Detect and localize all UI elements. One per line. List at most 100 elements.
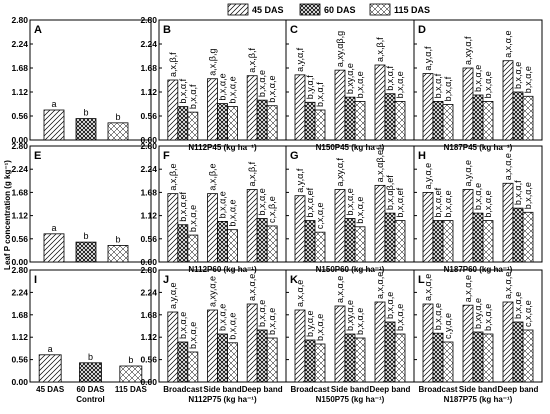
bar-letter: a,x,β,e <box>168 163 178 190</box>
bar <box>107 122 129 141</box>
bar <box>177 106 189 141</box>
bar-letter: a <box>51 99 56 109</box>
y-tick-label: 0.00 <box>11 257 28 267</box>
bar <box>207 193 218 263</box>
bar-letter: b,x,α,e <box>355 197 365 224</box>
bar <box>43 233 65 263</box>
bar-letter: b,x,α,e <box>473 65 483 92</box>
bar <box>384 93 396 141</box>
bar <box>512 91 524 141</box>
bar <box>374 64 386 141</box>
panel-label: J <box>163 274 169 286</box>
bar <box>304 101 316 141</box>
bar-letter: b,x,α,f <box>513 180 523 205</box>
bar <box>256 329 268 383</box>
bar-letter: b,x,α,e <box>345 188 355 215</box>
bar <box>43 109 65 141</box>
bar-letter: b,x,α,e <box>228 76 238 103</box>
bar-letter: b,x,α,e <box>218 304 228 331</box>
y-tick-label: 1.12 <box>140 332 157 342</box>
bar-letter: a,x,β,g <box>208 49 218 76</box>
y-tick-label: 2.24 <box>11 287 28 297</box>
bar-letter: a,y,α,f <box>295 168 305 193</box>
bar <box>217 103 228 141</box>
bar <box>79 362 102 383</box>
y-tick-label: 0.56 <box>140 355 157 365</box>
bar <box>334 69 346 141</box>
y-tick-label: 1.12 <box>11 211 28 221</box>
bar-letter: b,x,α,f <box>443 76 453 101</box>
bar-letter: a,x,α,e <box>463 275 473 302</box>
panel-label: E <box>34 150 41 162</box>
bar <box>482 220 494 263</box>
bar <box>384 212 396 263</box>
bar-letter: a,xy,αβ,g <box>335 31 345 67</box>
legend: 45 DAS 60 DAS 115 DAS <box>227 3 430 16</box>
bar <box>472 94 484 141</box>
bar-letter: b,x,α,f <box>188 84 198 109</box>
bar <box>314 231 326 263</box>
bar <box>227 229 238 263</box>
bar-letter: b,x,α,e <box>218 191 228 218</box>
legend-label-45das: 45 DAS <box>252 5 284 15</box>
bar-letter: a,x,β,f <box>247 48 257 73</box>
bar-letter: a,x,αβ,ef <box>375 147 385 182</box>
bar <box>294 195 306 263</box>
bar-letter: b <box>88 352 93 362</box>
bar-letter: a,x,α,e <box>503 30 513 57</box>
bar-letter: a,x,α,e <box>295 280 305 307</box>
bar <box>107 245 129 263</box>
bar <box>374 301 386 383</box>
bar-letter: b,x,α,f <box>178 78 188 103</box>
bar-letter: a,y,α,f <box>423 46 433 71</box>
bar-letter: b,x,α,e <box>257 70 267 97</box>
category-label: Broadcast <box>418 385 457 394</box>
bar <box>256 99 268 141</box>
bar <box>207 78 218 141</box>
y-axis-title: Leaf P concentration (g kg⁻¹) <box>3 160 12 270</box>
bar-letter: a,x,α,e <box>503 153 513 180</box>
category-label: Deep band <box>498 385 539 394</box>
y-tick-label: 1.68 <box>140 63 157 73</box>
y-tick-label: 0.00 <box>140 257 157 267</box>
bar <box>246 189 258 263</box>
y-tick-label: 1.68 <box>11 63 28 73</box>
category-label: 45 DAS <box>36 385 65 394</box>
y-tick-label: 2.24 <box>140 39 157 49</box>
bar-letter: a,x,α,e <box>375 272 385 299</box>
bar <box>266 105 278 141</box>
y-tick-label: 1.12 <box>11 332 28 342</box>
bar <box>217 220 228 263</box>
category-label: 60 DAS <box>76 385 105 394</box>
bar <box>374 184 386 263</box>
bar <box>246 303 258 383</box>
legend-label-60das: 60 DAS <box>324 5 356 15</box>
bar <box>512 321 524 383</box>
category-label: Deep band <box>242 385 283 394</box>
bar <box>334 189 346 263</box>
panel-label: H <box>418 150 426 162</box>
bar <box>187 234 199 263</box>
bar-letter: b,xy,α,e <box>473 298 483 329</box>
panel-label: B <box>163 24 171 36</box>
y-tick-label: 2.24 <box>140 287 157 297</box>
y-tick-label: 0.56 <box>11 111 28 121</box>
bar <box>422 191 434 263</box>
bar <box>304 339 316 383</box>
bar <box>314 343 326 383</box>
bar-letter: b,x,α,e <box>483 190 493 217</box>
bar-letter: c,x,α,e <box>523 300 533 327</box>
bar-letter: a,x,β,f <box>168 52 178 77</box>
bar <box>227 342 238 383</box>
bar-letter: b,y,α,f <box>305 75 315 100</box>
category-label: Side band <box>331 385 369 394</box>
category-label: 115 DAS <box>115 385 148 394</box>
bar-letter: b,x,α,e <box>188 322 198 349</box>
x-axis-label: N187P45 (kg ha⁻¹) <box>444 143 513 152</box>
bar-letter: b <box>128 355 133 365</box>
bar-letter: b,x,α,f <box>433 73 443 98</box>
bar-letter: b,x,α,e <box>473 183 483 210</box>
bar <box>75 118 97 141</box>
bar <box>177 341 189 383</box>
category-label: Side band <box>459 385 497 394</box>
